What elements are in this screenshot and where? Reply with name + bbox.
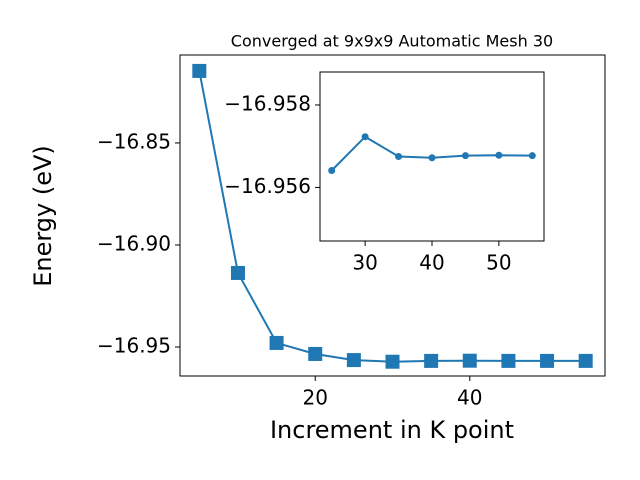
x-tick-label: 30	[352, 251, 377, 275]
marker	[540, 353, 555, 368]
y-tick-label: −16.956	[224, 174, 311, 198]
marker	[428, 154, 436, 162]
marker	[192, 63, 207, 78]
marker	[385, 354, 400, 369]
x-tick-label: 40	[457, 386, 482, 410]
marker	[501, 353, 516, 368]
marker	[528, 152, 536, 160]
marker	[424, 353, 439, 368]
marker	[308, 346, 323, 361]
marker	[578, 353, 593, 368]
marker	[461, 152, 469, 160]
marker	[462, 353, 477, 368]
y-tick-label: −16.95	[97, 334, 171, 358]
x-tick-label: 20	[303, 386, 328, 410]
marker	[495, 151, 503, 159]
marker	[269, 335, 284, 350]
x-tick-label: 50	[486, 251, 511, 275]
marker	[346, 353, 361, 368]
x-axis-label: Increment in K point	[270, 416, 514, 444]
marker	[328, 167, 336, 175]
y-axis-label: Energy (eV)	[29, 145, 57, 287]
y-tick-label: −16.85	[97, 129, 171, 153]
marker	[230, 265, 245, 280]
marker	[361, 133, 369, 141]
x-tick-label: 40	[419, 251, 444, 275]
y-tick-label: −16.958	[224, 91, 311, 115]
chart-title: Converged at 9x9x9 Automatic Mesh 30	[231, 32, 553, 51]
y-tick-label: −16.90	[97, 231, 171, 255]
marker	[395, 153, 403, 160]
